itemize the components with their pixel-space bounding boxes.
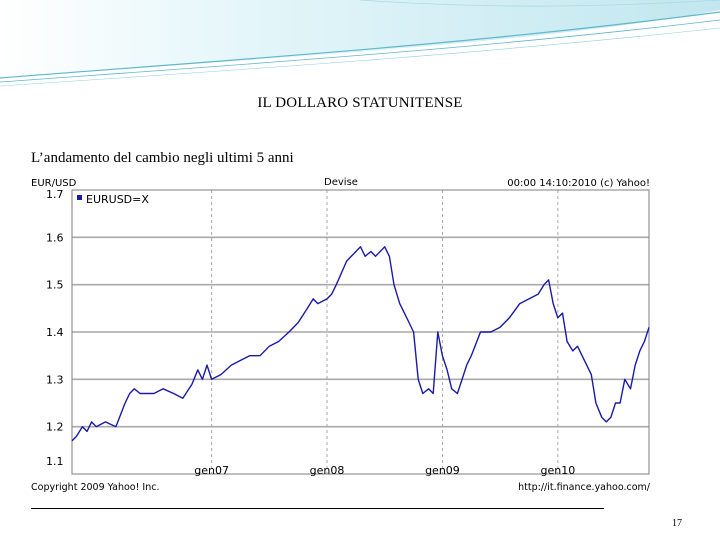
chart-header-right: 00:00 14:10:2010 (c) Yahoo! — [507, 178, 650, 189]
x-tick-label: gen08 — [310, 464, 345, 477]
y-tick-label: 1.4 — [46, 326, 64, 339]
y-axis-label: EUR/USD — [31, 178, 77, 189]
y-tick-labels: 1.7 1.6 1.5 1.4 1.3 1.2 1.1 — [46, 188, 64, 468]
chart-footer-left: Copyright 2009 Yahoo! Inc. — [31, 482, 160, 493]
x-tick-label: gen07 — [194, 464, 229, 477]
y-tick-label: 1.6 — [46, 231, 64, 244]
slide-title: IL DOLLARO STATUNITENSE — [257, 95, 463, 111]
x-tick-label: gen09 — [425, 464, 460, 477]
footer-divider — [31, 508, 604, 509]
x-tick-labels: gen07 gen08 gen09 gen10 — [194, 464, 575, 477]
series-layer — [71, 246, 650, 442]
chart-footer-right: http://it.finance.yahoo.com/ — [518, 482, 651, 493]
y-tick-label: 1.1 — [46, 455, 64, 468]
exchange-rate-chart: 1.71.61.51.41.31.21.1 gen07 gen08 gen09 gen… — [28, 172, 658, 497]
header-swoosh-decoration — [0, 0, 720, 87]
legend-swatch — [77, 195, 82, 200]
y-tick-label: 1.7 — [46, 188, 64, 201]
chart-header-center: Devise — [324, 177, 358, 188]
grid-layer — [72, 190, 649, 474]
y-tick-label: 1.2 — [46, 421, 64, 434]
series-line-eurusd — [71, 246, 650, 442]
slide-subtitle: L’andamento del cambio negli ultimi 5 an… — [31, 150, 294, 166]
page-number: 17 — [672, 518, 682, 529]
legend-label: EURUSD=X — [86, 193, 149, 206]
x-tick-label: gen10 — [540, 464, 575, 477]
y-tick-label: 1.3 — [46, 373, 64, 386]
y-tick-label: 1.5 — [46, 279, 64, 292]
plot-border — [71, 189, 650, 475]
